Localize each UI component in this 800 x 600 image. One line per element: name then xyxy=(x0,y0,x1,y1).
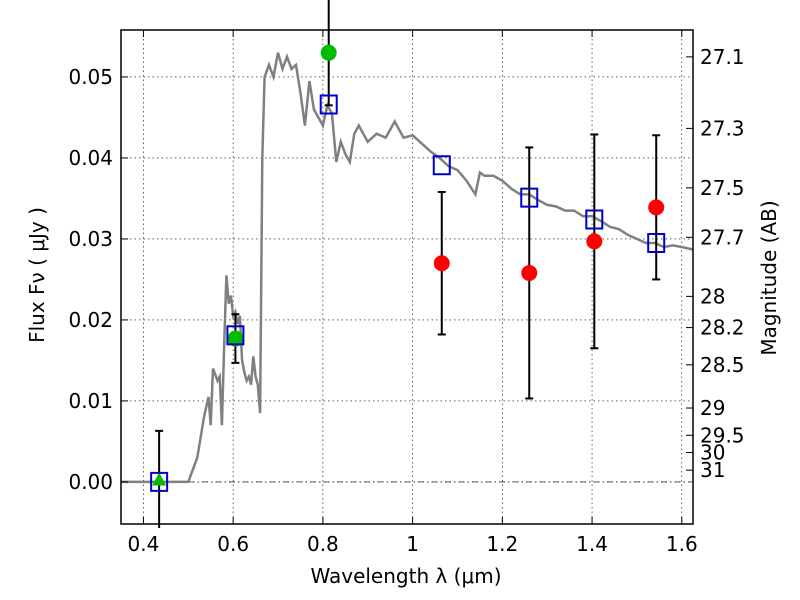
x-tick-label: 1 xyxy=(406,532,419,556)
magnitude-tick-label: 29.5 xyxy=(700,423,745,447)
magnitude-tick-label: 28.2 xyxy=(700,316,745,340)
magnitude-tick-label: 28.5 xyxy=(700,353,745,377)
magnitude-tick-label: 27.5 xyxy=(700,176,745,200)
y-tick-label: 0.02 xyxy=(68,308,113,332)
x-axis-title: Wavelength λ (μm) xyxy=(310,564,501,588)
y-tick-label: 0.01 xyxy=(68,389,113,413)
magnitude-tick-label: 28 xyxy=(700,284,725,308)
y-tick-label: 0.00 xyxy=(68,470,113,494)
model-square-point xyxy=(150,471,169,492)
ir-data-point xyxy=(648,199,665,216)
model-square-point xyxy=(226,325,245,346)
magnitude-tick-label: 27.1 xyxy=(700,45,745,69)
x-tick-label: 0.8 xyxy=(307,532,339,556)
data-points xyxy=(150,44,666,492)
magnitude-tick-label: 31 xyxy=(700,458,725,482)
ir-data-point xyxy=(521,264,538,281)
plot-frame xyxy=(120,29,694,525)
y-axis-title: Flux Fν ( μJy ) xyxy=(25,207,49,343)
y-tick-label: 0.04 xyxy=(68,146,113,170)
magnitude-tick-label: 27.3 xyxy=(700,116,745,140)
magnitude-tick-label: 30 xyxy=(700,440,725,464)
model-square-point xyxy=(520,187,539,208)
hst-triangle-point xyxy=(152,472,167,486)
y-axis-ticks: 0.00 0.01 0.02 0.03 0.04 0.05 xyxy=(68,65,128,494)
model-square-point xyxy=(432,155,451,176)
model-spectrum-line xyxy=(121,52,694,484)
model-square-point xyxy=(319,94,338,115)
x-tick-label: 1.6 xyxy=(666,532,698,556)
x-axis-ticks: 0.4 0.6 0.8 1 1.2 1.4 1.6 xyxy=(128,30,698,556)
ir-data-point xyxy=(586,233,603,250)
x-tick-label: 1.2 xyxy=(486,532,518,556)
model-square-point xyxy=(585,209,604,230)
x-tick-label: 0.4 xyxy=(128,532,160,556)
y-tick-label: 0.05 xyxy=(68,65,113,89)
hst-data-point xyxy=(320,44,337,61)
y-tick-label: 0.03 xyxy=(68,227,113,251)
hst-data-point xyxy=(227,330,244,347)
magnitude-tick-label: 27.7 xyxy=(700,225,745,249)
error-bars xyxy=(155,0,661,529)
magnitude-tick-label: 29 xyxy=(700,396,725,420)
model-square-point xyxy=(647,232,666,253)
x-tick-label: 0.6 xyxy=(217,532,249,556)
grid-lines xyxy=(121,30,693,524)
x-tick-label: 1.4 xyxy=(576,532,608,556)
ir-data-point xyxy=(433,255,450,272)
magnitude-axis-title: Magnitude (AB) xyxy=(757,200,781,355)
